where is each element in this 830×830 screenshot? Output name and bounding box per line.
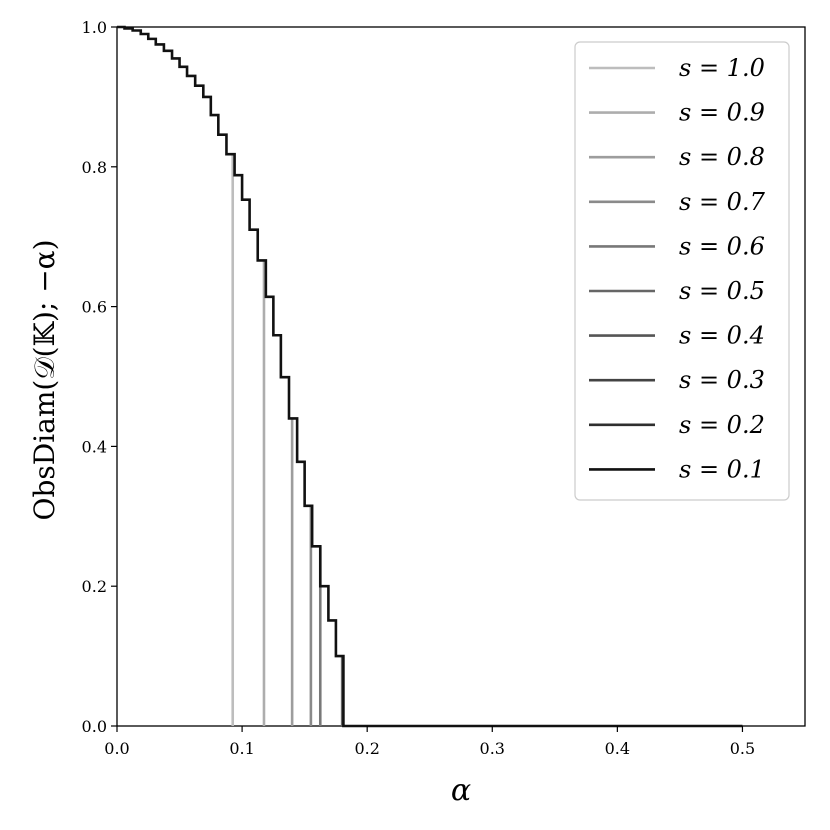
y-tick-label: 0.4 bbox=[82, 437, 107, 456]
envelope-step-path bbox=[117, 25, 743, 728]
legend-label-2: s = 0.8 bbox=[679, 143, 765, 171]
legend-label-4: s = 0.6 bbox=[679, 232, 765, 260]
legend-label-5: s = 0.5 bbox=[679, 277, 765, 305]
legend-label-0: s = 1.0 bbox=[679, 54, 765, 82]
x-tick-label: 0.2 bbox=[354, 739, 379, 758]
y-tick-label: 0.2 bbox=[82, 577, 107, 596]
x-axis-label: α bbox=[451, 773, 471, 808]
y-tick-label: 1.0 bbox=[82, 18, 107, 37]
x-tick-label: 0.4 bbox=[605, 739, 630, 758]
axis-ticks: 0.0 0.1 0.2 0.3 0.4 0.5 0.0 0.2 0.4 0.6 0.8 1.0 bbox=[82, 18, 756, 758]
legend-label-3: s = 0.7 bbox=[679, 188, 766, 216]
x-tick-label: 0.3 bbox=[480, 739, 505, 758]
legend-label-8: s = 0.2 bbox=[679, 411, 765, 439]
legend-label-1: s = 0.9 bbox=[679, 99, 765, 127]
legend: s = 1.0 s = 0.9 s = 0.8 s = 0.7 s = 0.6 s = 0… bbox=[574, 41, 790, 501]
x-tick-label: 0.1 bbox=[229, 739, 254, 758]
legend-label-6: s = 0.4 bbox=[679, 322, 765, 350]
y-tick-label: 0.8 bbox=[82, 158, 107, 177]
envelope-line bbox=[117, 25, 743, 728]
y-axis-label: ObsDiam(𝒟(𝕂); −α) bbox=[28, 240, 61, 521]
legend-label-9: s = 0.1 bbox=[679, 455, 765, 483]
x-tick-label: 0.5 bbox=[730, 739, 755, 758]
y-tick-label: 0.0 bbox=[82, 717, 107, 736]
y-tick-label: 0.6 bbox=[82, 298, 107, 317]
legend-label-7: s = 0.3 bbox=[679, 366, 765, 394]
x-tick-label: 0.0 bbox=[104, 739, 129, 758]
